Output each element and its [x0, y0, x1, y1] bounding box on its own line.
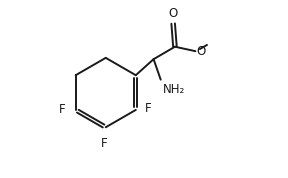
Text: O: O	[196, 45, 206, 58]
Text: F: F	[59, 103, 66, 116]
Text: F: F	[101, 137, 107, 150]
Text: O: O	[168, 7, 178, 20]
Text: F: F	[145, 102, 151, 115]
Text: NH₂: NH₂	[163, 83, 185, 96]
